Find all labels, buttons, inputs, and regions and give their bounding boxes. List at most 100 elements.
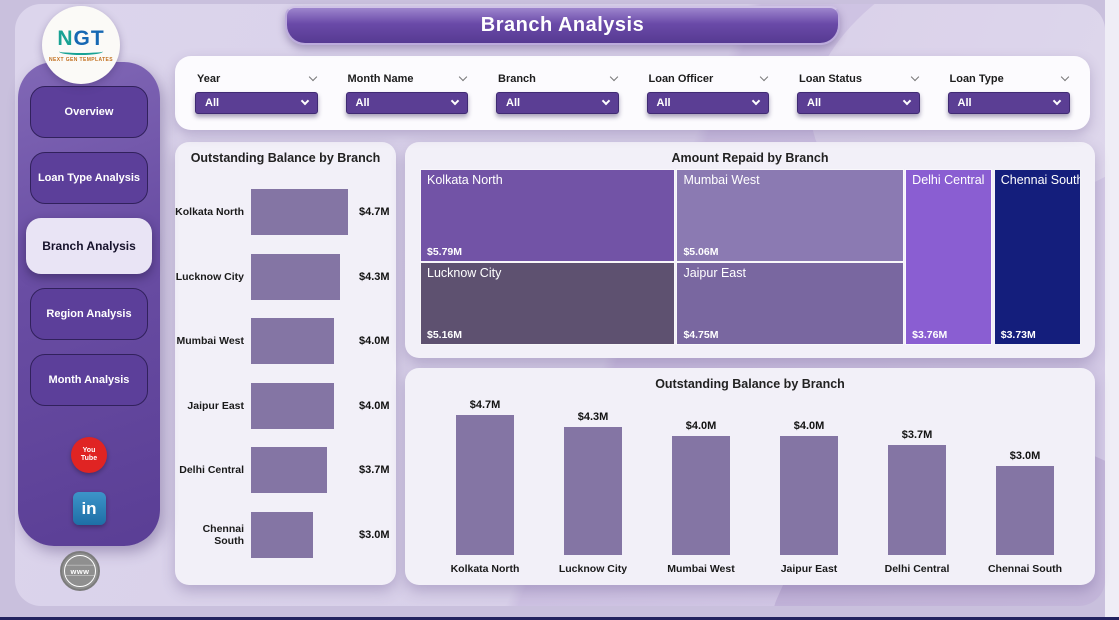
treemap-tile-value: $4.75M: [683, 328, 719, 341]
hbar-bar[interactable]: [251, 318, 334, 365]
hbar-bar[interactable]: [251, 189, 348, 236]
linkedin-link[interactable]: in: [18, 492, 160, 525]
ngt-logo: NGT NEXT GEN TEMPLATES: [42, 6, 120, 84]
column-bar[interactable]: [672, 436, 730, 555]
filter-bar: Year All Month Name All Branch All Loan Office…: [175, 56, 1090, 130]
hbar-track: [251, 253, 351, 300]
chevron-down-icon[interactable]: [609, 72, 618, 82]
chevron-down-icon: [902, 96, 911, 105]
sidebar-item-region-analysis[interactable]: Region Analysis: [30, 288, 148, 340]
chevron-down-icon[interactable]: [1060, 72, 1070, 82]
sidebar-item-month-analysis[interactable]: Month Analysis: [30, 354, 148, 406]
column-category-label: Kolkata North: [450, 563, 520, 575]
column-item: $3.0M Chennai South: [975, 398, 1075, 575]
youtube-icon[interactable]: You Tube: [71, 437, 107, 473]
column-bar[interactable]: [780, 436, 838, 555]
filter-year: Year All: [195, 73, 318, 114]
hbar-row: Lucknow City $4.3M: [175, 245, 396, 310]
column-value-label: $4.0M: [685, 420, 717, 432]
filter-label-row: Branch: [496, 73, 619, 85]
filter-label: Month Name: [347, 72, 414, 85]
treemap-tile-lucknow-city[interactable]: Lucknow City $5.16M: [420, 261, 676, 345]
column-bar[interactable]: [564, 427, 622, 555]
hbar-track: [251, 511, 351, 558]
treemap-tile-value: $3.73M: [1000, 329, 1036, 341]
filter-dropdown[interactable]: All: [345, 91, 468, 114]
treemap-tile-mumbai-west[interactable]: Mumbai West $5.06M: [676, 169, 904, 262]
column-value-label: $4.3M: [577, 411, 609, 423]
linkedin-icon-text: in: [81, 498, 97, 518]
filter-label-row: Loan Type: [948, 73, 1071, 85]
treemap-tile-jaipur-east[interactable]: Jaipur East $4.75M: [676, 261, 904, 345]
outstanding-balance-column-card: Outstanding Balance by Branch $4.7M Kolka…: [405, 368, 1095, 585]
hbar-row: Delhi Central $3.7M: [175, 438, 396, 503]
filter-dropdown[interactable]: All: [496, 91, 619, 114]
linkedin-icon[interactable]: in: [72, 492, 106, 525]
filter-selected-value: All: [957, 96, 972, 109]
filter-loan-officer: Loan Officer All: [646, 73, 770, 114]
treemap-tile-label: Delhi Central: [912, 173, 985, 187]
chevron-down-icon[interactable]: [759, 72, 769, 82]
website-link[interactable]: www: [60, 551, 100, 591]
filter-branch: Branch All: [496, 73, 619, 114]
treemap-tile-chennai-south[interactable]: Chennai South $3.73M: [993, 169, 1081, 345]
page-title-banner: Branch Analysis: [285, 6, 840, 45]
sidebar-item-branch-analysis[interactable]: Branch Analysis: [26, 218, 152, 274]
filter-label: Branch: [498, 72, 536, 85]
treemap-tile-delhi-central[interactable]: Delhi Central $3.76M: [905, 169, 993, 345]
treemap-tile-kolkata-north[interactable]: Kolkata North $5.79M: [420, 169, 676, 262]
treemap-tile-label: Chennai South: [1000, 173, 1081, 187]
hbar-value-label: $4.0M: [359, 335, 390, 348]
page-title: Branch Analysis: [480, 14, 645, 36]
chevron-down-icon: [300, 96, 309, 105]
hbar-category-label: Kolkata North: [175, 206, 244, 219]
filter-label-row: Year: [195, 73, 318, 85]
hbar-row: Mumbai West $4.0M: [175, 309, 396, 374]
column-bar[interactable]: [456, 415, 514, 555]
chevron-down-icon: [450, 96, 460, 105]
chevron-down-icon[interactable]: [458, 72, 468, 82]
filter-label-row: Loan Officer: [647, 73, 770, 85]
hbar-value-label: $3.0M: [359, 528, 390, 541]
youtube-icon-text: You: [82, 447, 96, 454]
column-chart: $4.7M Kolkata North $4.3M Lucknow City $4.0M…: [435, 398, 1075, 575]
sidebar-item-overview[interactable]: Overview: [30, 86, 148, 138]
hbar-bar[interactable]: [251, 511, 313, 558]
column-bar[interactable]: [996, 466, 1054, 555]
sidebar-item-loan-type-analysis[interactable]: Loan Type Analysis: [30, 152, 148, 204]
hbar-bar[interactable]: [251, 447, 327, 494]
hbar-bar[interactable]: [251, 382, 334, 429]
column-category-label: Mumbai West: [667, 563, 735, 575]
logo-swoosh-icon: [59, 48, 103, 55]
filter-dropdown[interactable]: All: [195, 91, 318, 114]
chevron-down-icon: [1052, 96, 1062, 105]
column-bar[interactable]: [888, 445, 946, 555]
hbar-value-label: $4.3M: [359, 270, 390, 283]
chevron-down-icon[interactable]: [308, 72, 317, 82]
column-value-label: $3.0M: [1009, 450, 1041, 462]
hbar-row: Jaipur East $4.0M: [175, 374, 396, 439]
filter-label: Year: [197, 72, 221, 85]
filter-loan-status: Loan Status All: [797, 73, 920, 114]
chevron-down-icon[interactable]: [910, 72, 919, 82]
column-item: $3.7M Delhi Central: [867, 398, 967, 575]
hbar-chart-title: Outstanding Balance by Branch: [190, 151, 381, 165]
filter-label: Loan Type: [949, 72, 1004, 85]
column-value-label: $4.0M: [793, 420, 825, 432]
filter-dropdown[interactable]: All: [797, 91, 920, 114]
hbar-category-label: Mumbai West: [176, 335, 244, 348]
hbar-bar[interactable]: [251, 253, 340, 300]
treemap-tile-label: Jaipur East: [683, 265, 746, 280]
filter-selected-value: All: [807, 96, 822, 109]
hbar-category-label: Delhi Central: [179, 464, 244, 477]
column-value-label: $4.7M: [469, 399, 501, 411]
treemap: Kolkata North $5.79M Mumbai West $5.06M Delh…: [420, 169, 1081, 345]
filter-label-row: Month Name: [346, 73, 469, 85]
youtube-link[interactable]: You Tube: [18, 437, 160, 473]
filter-dropdown[interactable]: All: [646, 91, 769, 114]
filter-selected-value: All: [355, 96, 370, 109]
filter-loan-type: Loan Type All: [947, 73, 1071, 114]
filter-dropdown[interactable]: All: [947, 91, 1070, 114]
sidebar-nav: Overview Loan Type Analysis Branch Analysi…: [18, 62, 160, 406]
chevron-down-icon: [601, 96, 610, 105]
